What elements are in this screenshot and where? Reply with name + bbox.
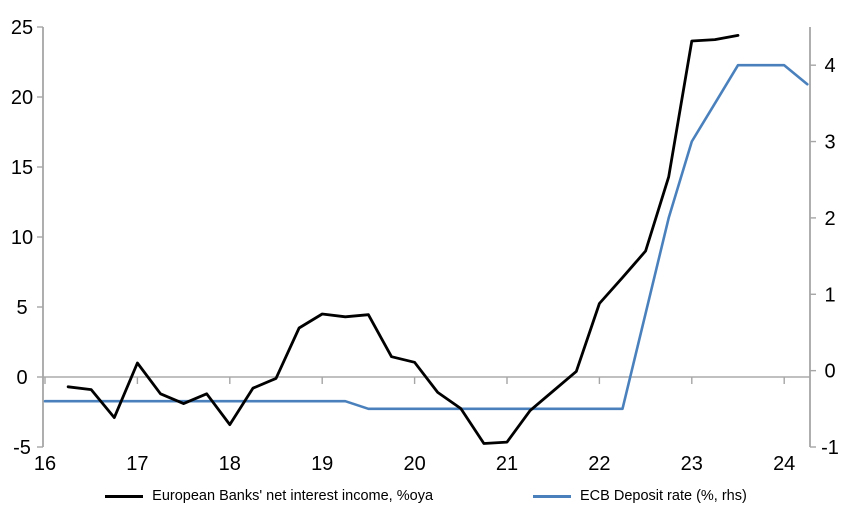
svg-text:0: 0: [16, 367, 27, 389]
deposit-rate-line: [43, 63, 809, 411]
svg-text:4: 4: [824, 55, 835, 77]
svg-text:3: 3: [824, 132, 835, 154]
svg-text:20: 20: [403, 453, 425, 475]
svg-text:1: 1: [824, 284, 835, 306]
svg-text:18: 18: [219, 453, 241, 475]
svg-text:-1: -1: [821, 437, 839, 459]
deposit-rate-legend-label: ECB Deposit rate (%, rhs): [580, 488, 747, 504]
svg-text:22: 22: [588, 453, 610, 475]
svg-text:25: 25: [11, 17, 33, 39]
svg-text:23: 23: [681, 453, 703, 475]
legend-item-nii: European Banks' net interest income, %oy…: [105, 488, 433, 504]
svg-text:17: 17: [126, 453, 148, 475]
left-axis-labels: -5 0 5 10 15 20 25: [11, 17, 33, 459]
legend: European Banks' net interest income, %oy…: [0, 488, 852, 504]
svg-text:15: 15: [11, 157, 33, 179]
x-axis-labels: 16 17 18 19 20 21 22 23 24: [34, 453, 795, 475]
svg-text:2: 2: [824, 208, 835, 230]
svg-text:20: 20: [11, 87, 33, 109]
nii-line: [66, 34, 740, 445]
svg-text:16: 16: [34, 453, 56, 475]
svg-text:10: 10: [11, 227, 33, 249]
svg-text:24: 24: [773, 453, 795, 475]
right-axis: [809, 27, 816, 448]
svg-text:5: 5: [16, 297, 27, 319]
nii-line-swatch: [105, 494, 144, 498]
svg-text:0: 0: [824, 361, 835, 383]
deposit-rate-line-swatch: [533, 494, 572, 498]
nii-legend-label: European Banks' net interest income, %oy…: [152, 488, 434, 504]
svg-text:21: 21: [496, 453, 518, 475]
left-axis: [37, 26, 44, 448]
svg-text:19: 19: [311, 453, 333, 475]
svg-text:-5: -5: [13, 437, 31, 459]
right-axis-labels: -1 0 1 2 3 4: [821, 55, 839, 459]
legend-item-deposit-rate: ECB Deposit rate (%, rhs): [533, 488, 747, 504]
